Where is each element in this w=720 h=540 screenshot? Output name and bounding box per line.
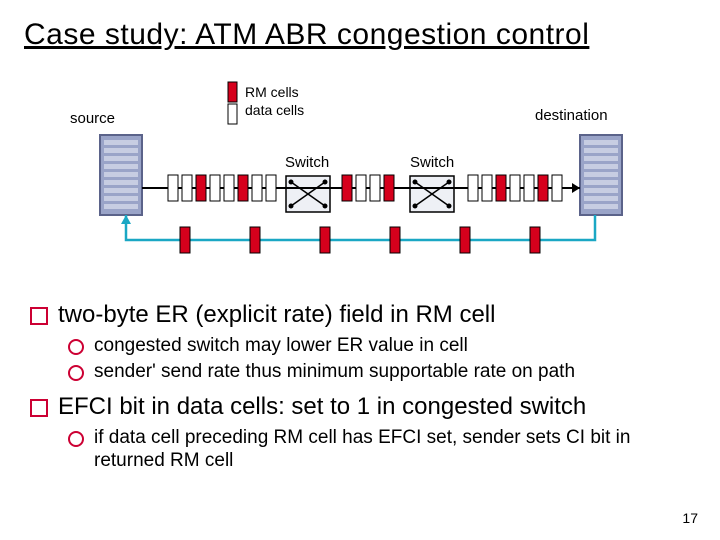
- bullet2-text: congested switch may lower ER value in c…: [94, 334, 468, 358]
- bullet-level1: EFCI bit in data cells: set to 1 in cong…: [30, 392, 690, 422]
- destination-label: destination: [535, 107, 608, 124]
- legend-data-label: data cells: [245, 102, 304, 118]
- slide: Case study: ATM ABR congestion control s…: [0, 0, 720, 540]
- destination-host-icon: [580, 135, 622, 215]
- bullet-circle-icon: [68, 339, 84, 355]
- source-label: source: [70, 110, 115, 127]
- slide-title: Case study: ATM ABR congestion control: [24, 18, 589, 52]
- bullet1-text: EFCI bit in data cells: set to 1 in cong…: [58, 392, 586, 422]
- switch2-label: Switch: [410, 154, 454, 171]
- bullet-list: two-byte ER (explicit rate) field in RM …: [30, 300, 690, 475]
- bullet-square-icon: [30, 307, 48, 325]
- switch1-label: Switch: [285, 154, 329, 171]
- atm-abr-diagram: source destination Switch Switch RM cell…: [90, 80, 630, 275]
- switch1-icon: [286, 176, 330, 212]
- page-number: 17: [682, 510, 698, 526]
- bullet-level2: congested switch may lower ER value in c…: [68, 334, 690, 358]
- bullet2-text: if data cell preceding RM cell has EFCI …: [94, 426, 690, 474]
- bullet-circle-icon: [68, 365, 84, 381]
- bullet-level2: if data cell preceding RM cell has EFCI …: [68, 426, 690, 474]
- bullet-level1: two-byte ER (explicit rate) field in RM …: [30, 300, 690, 330]
- bullet-level2: sender' send rate thus minimum supportab…: [68, 360, 690, 384]
- bullet-square-icon: [30, 399, 48, 417]
- source-host-icon: [100, 135, 142, 215]
- bullet-circle-icon: [68, 431, 84, 447]
- legend-rm-label: RM cells: [245, 84, 299, 100]
- switch2-icon: [410, 176, 454, 212]
- bullet2-text: sender' send rate thus minimum supportab…: [94, 360, 575, 384]
- bullet1-text: two-byte ER (explicit rate) field in RM …: [58, 300, 495, 330]
